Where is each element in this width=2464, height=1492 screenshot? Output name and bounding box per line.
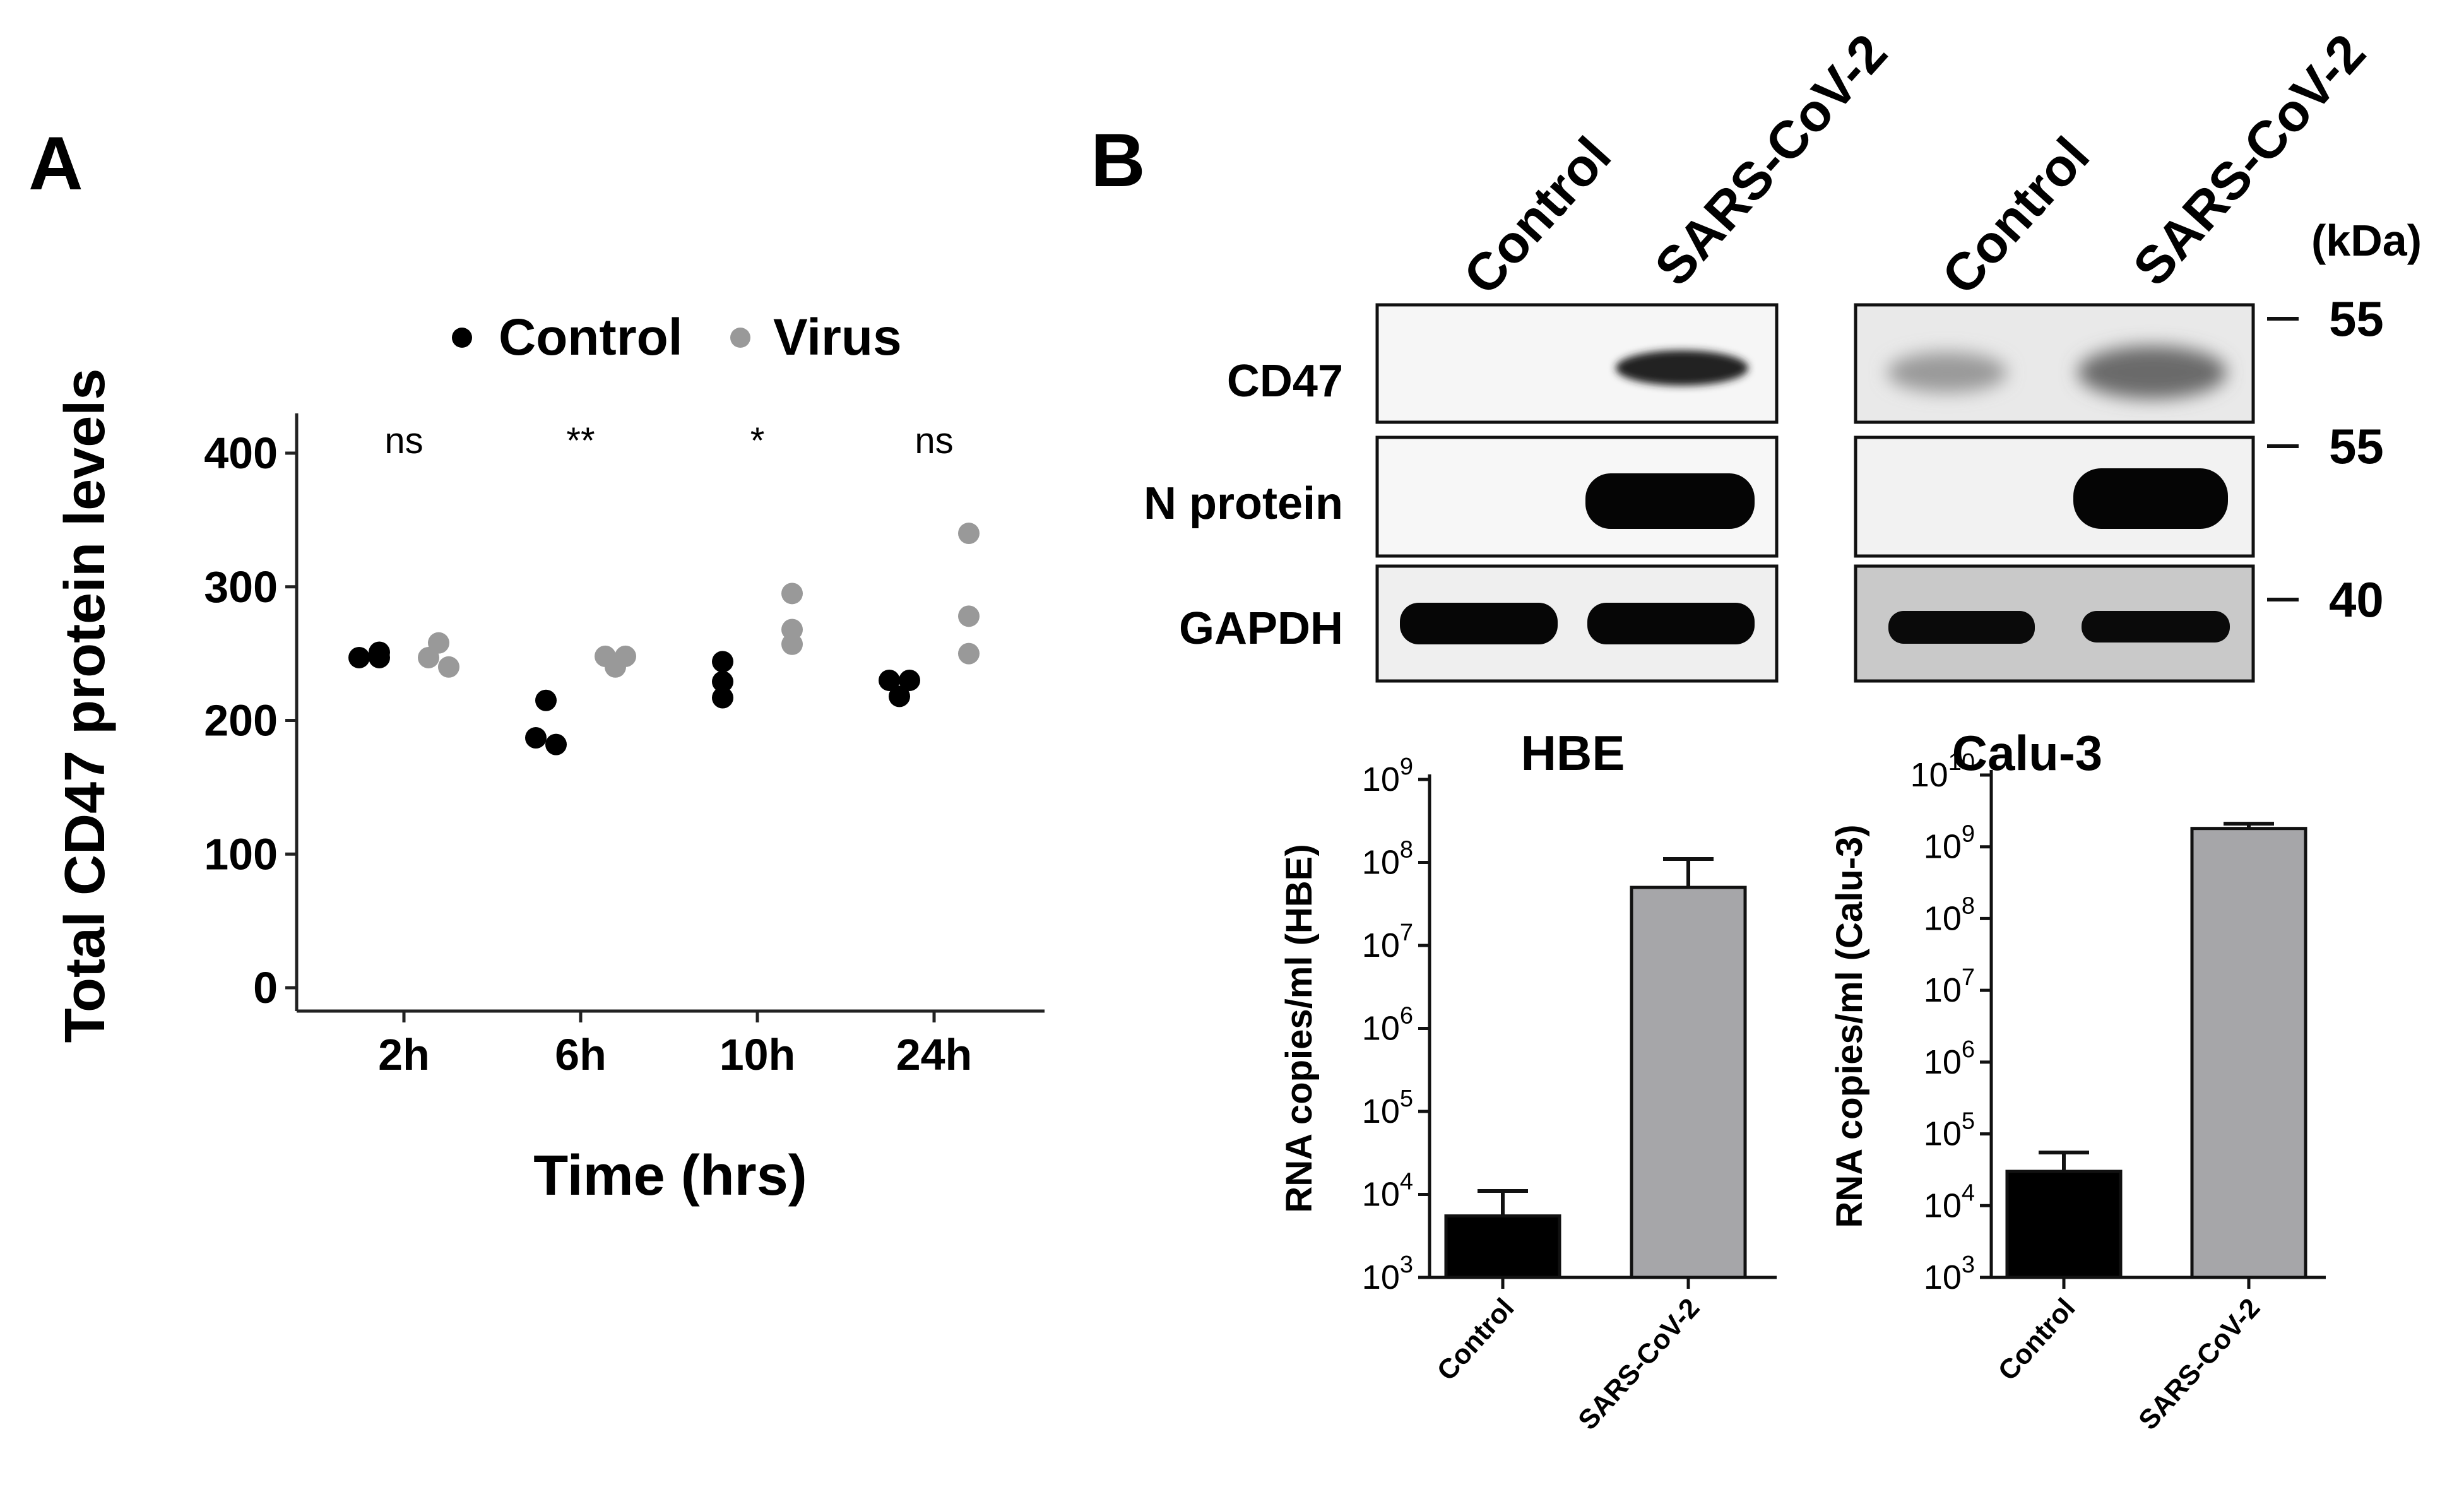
scatter-significance-labels: ns ** * ns <box>384 420 953 461</box>
bar-x-tick-label: SARS-CoV-2 <box>2133 1293 2266 1436</box>
blot-band-left-gapdh-control <box>1400 603 1558 644</box>
blot-marker-3: 40 <box>2329 572 2384 627</box>
significance-label: * <box>750 420 765 461</box>
bar-y-tick-label: 109 <box>1924 821 1975 866</box>
bar-chart-title: Calu-3 <box>1952 725 2102 781</box>
bar-y-tick-label: 109 <box>1362 754 1413 798</box>
blot-marker-1: 55 <box>2329 291 2384 346</box>
blot-band-right-gapdh-sars <box>2082 611 2230 642</box>
scatter-point-control <box>712 671 733 693</box>
scatter-point-virus <box>438 656 459 678</box>
bar-y-tick-label: 104 <box>1362 1169 1413 1214</box>
blot-band-left-n-sars <box>1585 473 1755 529</box>
scatter-y-ticks: 0 100 200 300 400 <box>204 429 297 1012</box>
scatter-point-control <box>889 685 910 708</box>
bar-y-tick-label: 105 <box>1924 1108 1975 1153</box>
blot-left-n-box <box>1375 435 1779 558</box>
blot-row-cd47: CD47 <box>1227 356 1343 406</box>
bar-control <box>1444 1214 1561 1279</box>
scatter-x-ticks: 2h 6h 10h 24h <box>378 1011 972 1079</box>
legend-virus-marker <box>730 328 750 348</box>
bar-y-tick-label: 103 <box>1362 1252 1413 1296</box>
scatter-point-virus <box>781 619 803 641</box>
bar-x-tick-label: SARS-CoV-2 <box>1572 1293 1705 1436</box>
blot-row-n-protein: N protein <box>1144 478 1343 529</box>
scatter-x-axis-title: Time (hrs) <box>533 1144 807 1207</box>
bar-y-axis-title: RNA copies/ml (Calu-3) <box>1829 824 1870 1228</box>
blot-row-gapdh: GAPDH <box>1179 603 1343 654</box>
scatter-x-tick-label: 6h <box>555 1030 607 1079</box>
panel-label-a: A <box>28 121 83 206</box>
blot-lane-left-control: Control <box>1452 126 1623 305</box>
scatter-y-tick-label: 200 <box>204 696 278 745</box>
blot-lane-right-control: Control <box>1931 126 2101 305</box>
calu3-bar-chart: Calu-3 103 104 105 106 107 108 109 1010 RNA copie… <box>1829 725 2326 1436</box>
scatter-y-tick-label: 0 <box>253 963 278 1012</box>
scatter-point-virus <box>781 583 803 605</box>
hbe-bar-chart: HBE 103 104 105 106 107 108 109 RNA copies/ml (H… <box>1279 725 1777 1436</box>
scatter-points <box>348 523 980 755</box>
significance-label: ns <box>915 420 953 461</box>
scatter-point-control <box>545 733 567 755</box>
bar-y-tick-label: 1010 <box>1910 749 1975 794</box>
bar-y-tick-label: 104 <box>1924 1180 1975 1224</box>
scatter-point-virus <box>418 646 439 668</box>
scatter-point-virus <box>615 645 636 667</box>
scatter-point-control <box>369 646 390 668</box>
bar-y-tick-label: 105 <box>1362 1086 1413 1130</box>
legend-control-marker <box>452 328 472 348</box>
blot-band-left-gapdh-sars <box>1587 603 1755 644</box>
bar-y-tick-label: 108 <box>1362 837 1413 882</box>
panel-label-b: B <box>1091 118 1146 203</box>
scatter-x-tick-label: 2h <box>378 1030 430 1079</box>
blot-kda-header: (kDa) <box>2311 216 2422 265</box>
blot-lane-left-sars: SARS-CoV-2 <box>1644 23 1898 297</box>
blot-marker-2: 55 <box>2329 418 2384 474</box>
scatter-point-virus <box>958 605 980 627</box>
scatter-point-control <box>525 727 547 749</box>
bar-y-tick-label: 106 <box>1924 1036 1975 1081</box>
western-blot: Control SARS-CoV-2 Control SARS-CoV-2 (k… <box>1144 23 2422 683</box>
scatter-y-tick-label: 300 <box>204 562 278 612</box>
scatter-point-control <box>712 651 733 673</box>
blot-band-left-cd47-sars <box>1616 350 1748 386</box>
bar-y-tick-label: 107 <box>1362 920 1413 964</box>
scatter-x-tick-label: 24h <box>896 1030 973 1079</box>
scatter-point-control <box>879 669 900 691</box>
bar-sars-cov-2 <box>1630 885 1747 1279</box>
scatter-point-virus <box>958 523 980 545</box>
scatter-x-tick-label: 10h <box>720 1030 796 1079</box>
blot-band-right-n-sars <box>2073 468 2228 529</box>
scatter-point-control <box>348 646 370 668</box>
scatter-point-control <box>899 669 920 691</box>
scatter-point-virus <box>781 633 803 655</box>
legend-control-label: Control <box>499 309 682 366</box>
scatter-point-virus <box>958 642 980 665</box>
bar-control <box>2005 1169 2123 1279</box>
bar-x-tick-label: Control <box>1992 1293 2081 1387</box>
bar-x-tick-label: Control <box>1431 1293 1520 1387</box>
bar-y-axis-title: RNA copies/ml (HBE) <box>1279 844 1320 1212</box>
bar-y-tick-label: 106 <box>1362 1003 1413 1048</box>
blot-band-right-cd47-sars <box>2078 346 2227 399</box>
significance-label: ** <box>566 420 595 461</box>
blot-band-right-cd47-control <box>1887 352 2007 393</box>
legend-virus-label: Virus <box>773 309 902 366</box>
bar-chart-title: HBE <box>1521 725 1625 781</box>
bar-y-tick-label: 108 <box>1924 892 1975 937</box>
blot-band-right-gapdh-control <box>1888 611 2035 644</box>
bar-y-tick-label: 103 <box>1924 1252 1975 1296</box>
significance-label: ns <box>384 420 423 461</box>
scatter-point-control <box>712 687 733 709</box>
scatter-y-tick-label: 400 <box>204 429 278 478</box>
scatter-y-tick-label: 100 <box>204 829 278 879</box>
bar-y-tick-label: 107 <box>1924 964 1975 1009</box>
bar-sars-cov-2 <box>2190 827 2307 1279</box>
scatter-y-axis-title: Total CD47 protein levels <box>54 369 117 1043</box>
scatter-chart: Control Virus 0 100 200 300 400 2h 6h 10h 24h n… <box>54 309 1045 1207</box>
scatter-point-control <box>535 689 557 711</box>
